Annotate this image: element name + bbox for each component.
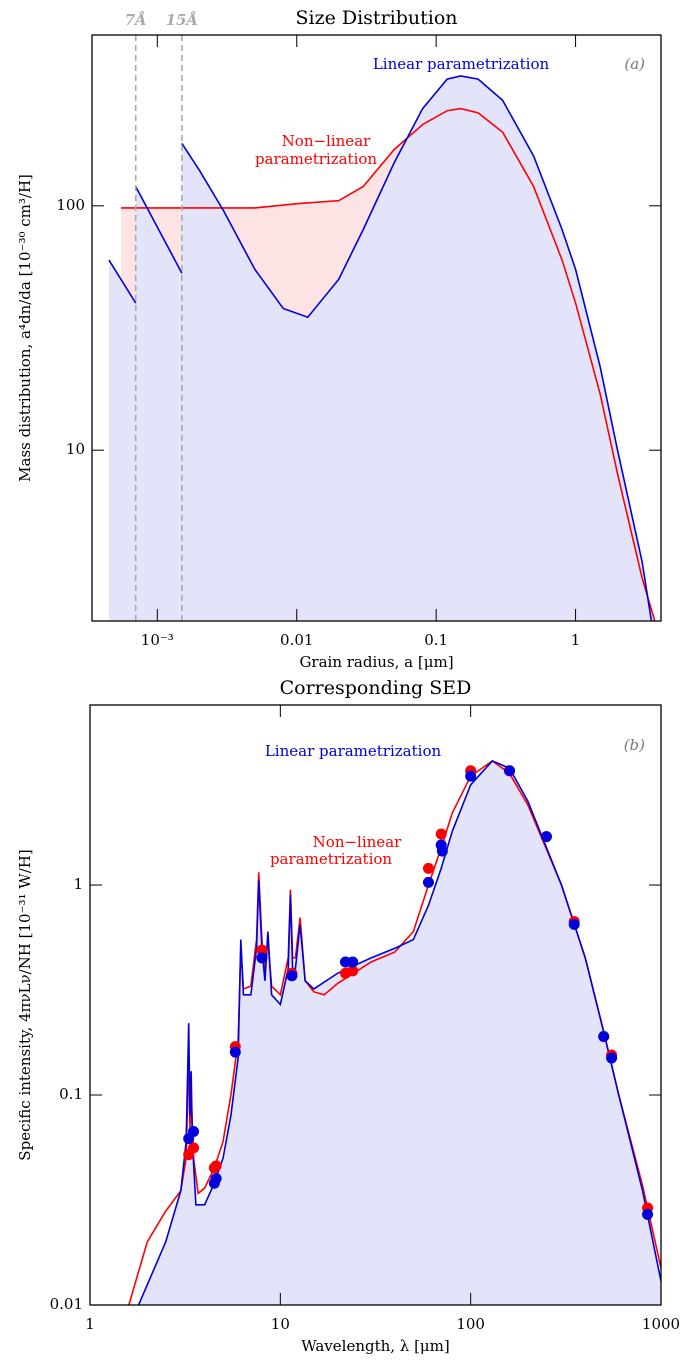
plot-area xyxy=(108,75,656,621)
series-line xyxy=(108,75,653,621)
data-point xyxy=(606,1052,618,1064)
data-point xyxy=(286,970,298,982)
data-point xyxy=(347,965,359,977)
panel: 7Å 15Å 10⁻³ 0.01 0.1 1 10 100 Size Distribution G… xyxy=(16,7,662,671)
data-point xyxy=(465,770,477,782)
data-point xyxy=(568,918,580,930)
data-point xyxy=(229,1046,241,1058)
x-tick-label: 1 xyxy=(85,1315,95,1333)
chart-title: Corresponding SED xyxy=(280,677,472,699)
x-tick-label: 10⁻³ xyxy=(141,631,174,649)
data-point xyxy=(347,956,359,968)
y-tick-label: 0.01 xyxy=(50,1295,83,1313)
area-fill xyxy=(138,760,661,1305)
plot-area xyxy=(128,759,661,1305)
x-tick-label: 0.01 xyxy=(280,631,313,649)
reference-label: 15Å xyxy=(166,11,199,29)
data-point xyxy=(504,765,516,777)
x-tick-label: 10 xyxy=(271,1315,290,1333)
series-label: Linear parametrization xyxy=(373,55,550,73)
series-line xyxy=(121,107,656,621)
data-point xyxy=(422,862,434,874)
x-tick-label: 1000 xyxy=(642,1315,680,1333)
area-fill xyxy=(108,75,652,621)
y-axis-label: Mass distribution, a⁴dn/da [10⁻³⁰ cm³/H] xyxy=(16,174,34,482)
y-tick-label: 0.1 xyxy=(59,1085,83,1103)
y-tick-label: 1 xyxy=(73,875,83,893)
data-point xyxy=(435,828,447,840)
data-point xyxy=(540,831,552,843)
panel-label: (b) xyxy=(624,736,645,754)
series-label: Non−linear xyxy=(313,833,402,851)
x-tick-label: 0.1 xyxy=(424,631,448,649)
data-point xyxy=(642,1208,654,1220)
x-axis-label: Grain radius, a [μm] xyxy=(299,653,453,671)
y-axis-label: Specific intensity, 4πνLν/NH [10⁻³¹ W/H] xyxy=(16,849,34,1160)
series-label: Linear parametrization xyxy=(265,742,442,760)
y-tick-label: 100 xyxy=(56,196,85,214)
y-tick-label: 10 xyxy=(66,440,85,458)
data-point xyxy=(256,944,268,956)
data-point xyxy=(436,845,448,857)
x-tick-label: 100 xyxy=(456,1315,485,1333)
panel: 1 10 100 1000 0.01 0.1 1 Corresponding SED Wavel… xyxy=(16,677,680,1355)
reference-label: 7Å xyxy=(125,11,147,29)
data-point xyxy=(188,1142,200,1154)
data-point xyxy=(188,1126,200,1138)
data-point xyxy=(598,1030,610,1042)
axes-frame xyxy=(91,34,662,622)
chart-title: Size Distribution xyxy=(295,7,457,29)
data-point xyxy=(210,1160,222,1172)
data-point xyxy=(256,952,268,964)
data-point xyxy=(422,876,434,888)
panel-label: (a) xyxy=(624,55,645,73)
series-label: parametrization xyxy=(255,150,377,168)
series-label: parametrization xyxy=(270,850,392,868)
x-axis-label: Wavelength, λ [μm] xyxy=(301,1337,450,1355)
data-point xyxy=(210,1173,222,1185)
series-line xyxy=(137,759,661,1305)
axes-frame xyxy=(89,704,662,1306)
series-label: Non−linear xyxy=(282,132,371,150)
x-tick-label: 1 xyxy=(571,631,581,649)
